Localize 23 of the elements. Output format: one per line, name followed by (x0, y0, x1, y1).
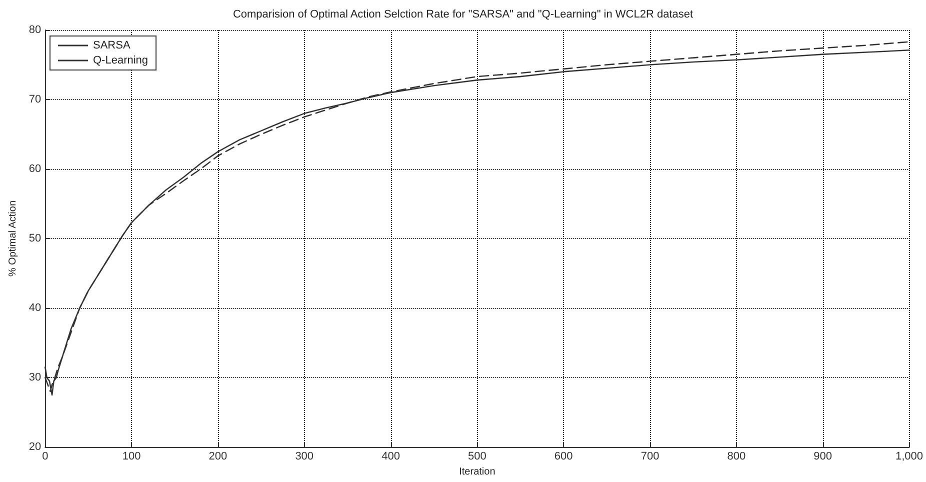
y-tick-label: 60 (28, 163, 42, 176)
x-tick-label: 800 (727, 450, 746, 463)
y-axis-title: % Optimal Action (8, 200, 18, 277)
legend-label: Q-Learning (93, 54, 148, 66)
x-tick-label: 400 (382, 450, 400, 463)
x-tick-label: 200 (208, 450, 228, 463)
y-tick-label: 70 (28, 94, 42, 106)
x-axis-title: Iteration (459, 466, 496, 478)
x-tick-label: 300 (295, 450, 314, 463)
y-tick-label: 30 (28, 372, 42, 384)
x-tick-label: 600 (554, 450, 573, 463)
chart-title: Comparision of Optimal Action Selction Rate for "SARSA" and "Q-Learning" in WCL2R dataset (232, 8, 694, 20)
legend-label: SARSA (93, 40, 131, 52)
x-tick-label: 100 (122, 450, 141, 463)
x-tick-label: 500 (468, 450, 486, 463)
x-tick-label: 900 (814, 450, 832, 463)
y-tick-label: 50 (28, 232, 42, 245)
x-tick-label: 700 (640, 450, 660, 463)
x-tick-label: 1,000 (895, 450, 923, 463)
x-tick-label: 0 (42, 450, 48, 463)
y-tick-label: 80 (28, 24, 42, 36)
y-tick-label: 20 (28, 441, 42, 454)
y-tick-label: 40 (28, 302, 42, 314)
